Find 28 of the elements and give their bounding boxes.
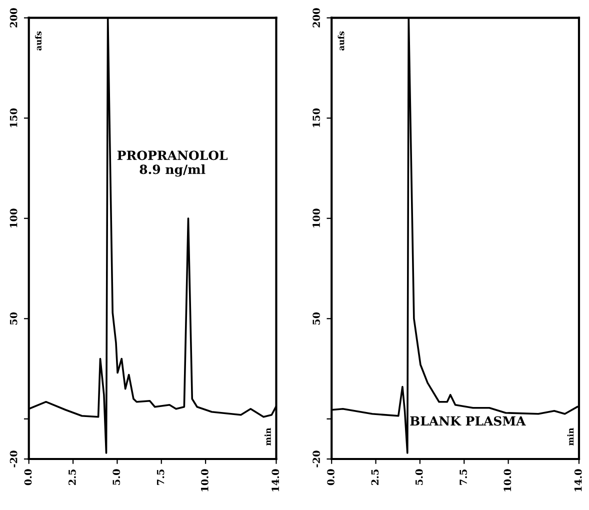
y-tick-label: 50 (10, 312, 18, 325)
annotation: min (264, 428, 271, 446)
x-tick-label: 2.5 (371, 469, 379, 485)
y-axis-title: aufs (338, 31, 344, 50)
y-tick-label: 100 (312, 208, 320, 228)
x-tick-label: 0.0 (327, 469, 334, 486)
annotation: BLANK PLASMA (410, 416, 526, 426)
x-tick-label: 7.5 (460, 469, 467, 485)
x-tick-label: 2.5 (68, 469, 76, 485)
y-tick-label: 150 (312, 108, 320, 128)
y-tick-label: -20 (10, 450, 18, 468)
x-tick-label: 5.0 (112, 469, 120, 485)
y-tick-label: 100 (10, 208, 18, 228)
y-tick-label: 50 (312, 312, 320, 325)
x-tick-label: 5.0 (415, 469, 423, 485)
y-tick-label: -20 (312, 450, 320, 468)
x-tick-label: 7.5 (156, 469, 164, 485)
annotation: min (567, 428, 574, 446)
x-tick-label: 0.0 (24, 469, 32, 486)
x-tick-label: 10.0 (504, 469, 512, 492)
y-tick-label: 200 (10, 8, 18, 28)
x-tick-label: 14.0 (574, 469, 582, 492)
x-tick-label: 10.0 (201, 469, 208, 492)
y-axis-title: aufs (35, 31, 42, 50)
annotation: PROPRANOLOL 8.9 ng/ml (117, 150, 228, 177)
x-tick-label: 14.0 (272, 469, 280, 492)
y-tick-label: 200 (312, 8, 320, 28)
y-tick-label: 150 (10, 108, 18, 128)
